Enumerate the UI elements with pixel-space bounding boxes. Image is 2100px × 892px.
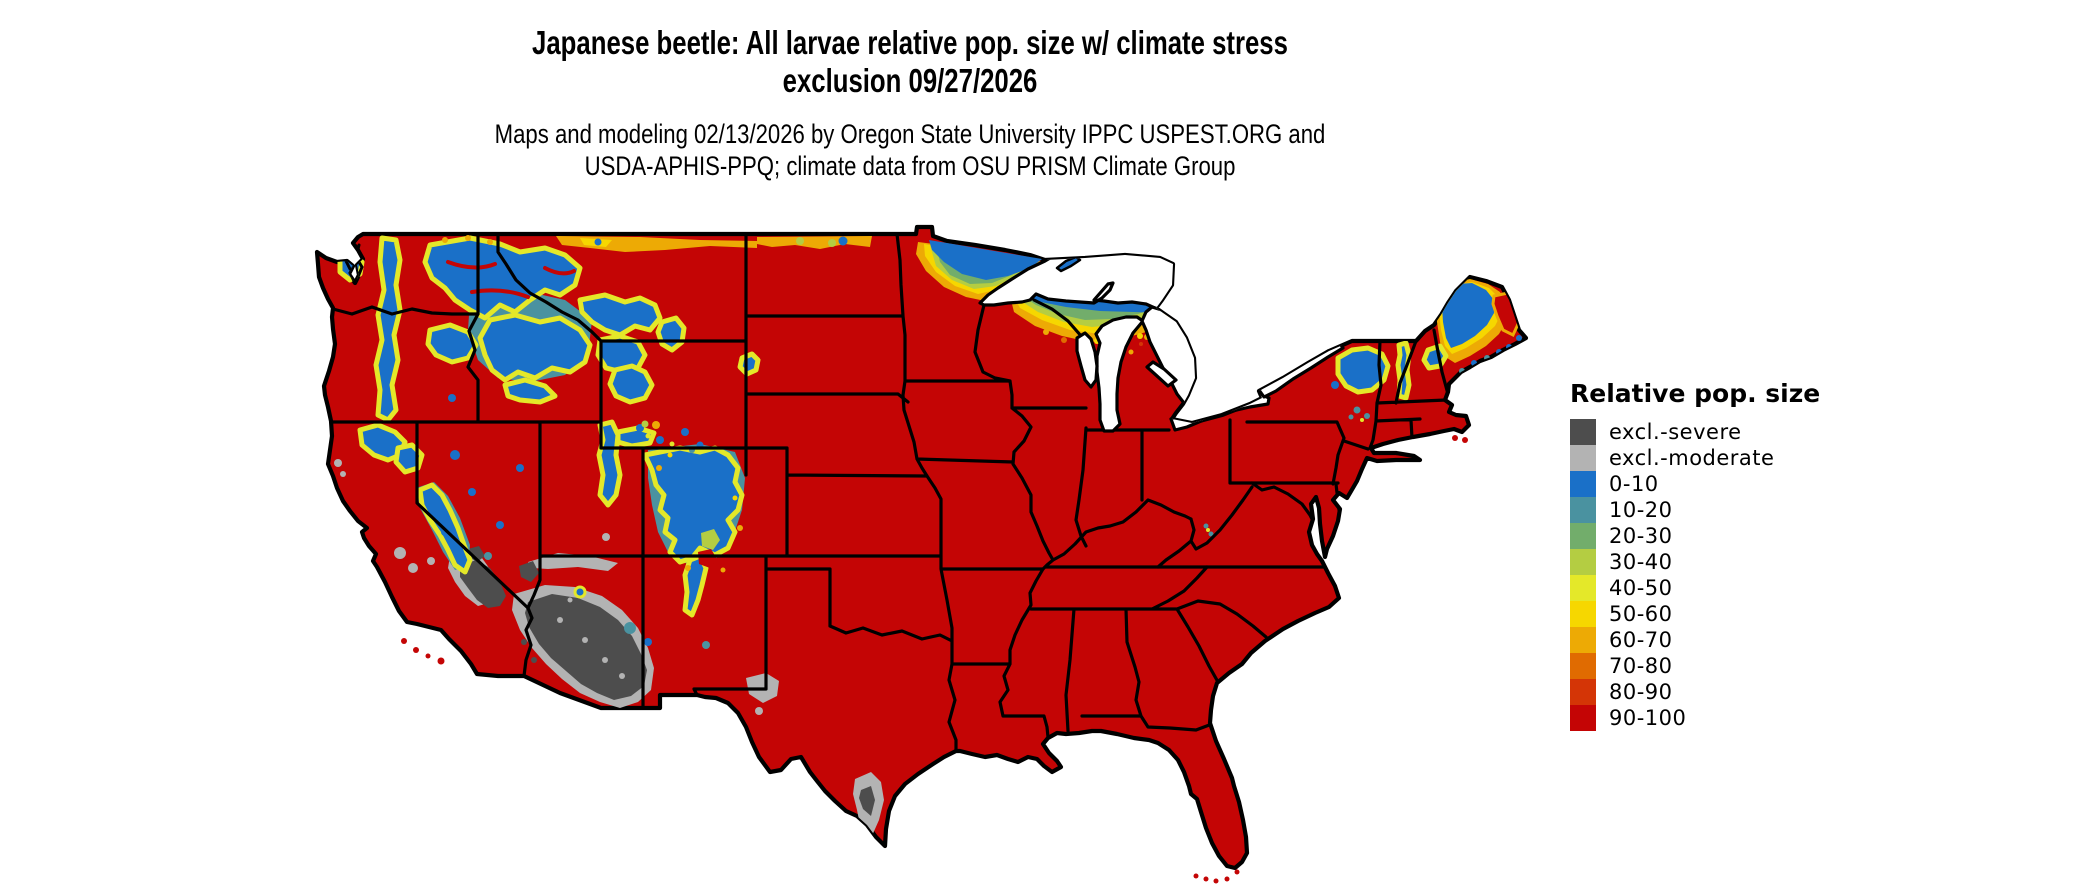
legend-label: excl.-moderate	[1609, 446, 1775, 470]
legend-item-40-50: 40-50	[1570, 575, 1820, 601]
legend-swatch	[1570, 497, 1596, 523]
legend-item-excl-moderate: excl.-moderate	[1570, 445, 1820, 471]
legend-swatch	[1570, 575, 1596, 601]
legend-title: Relative pop. size	[1570, 379, 1821, 408]
legend-label: 40-50	[1609, 576, 1673, 600]
legend-swatch	[1570, 679, 1596, 705]
exclusion-zones	[334, 459, 884, 838]
map-subtitle-line1: Maps and modeling 02/13/2026 by Oregon S…	[494, 119, 1326, 149]
legend-item-10-20: 10-20	[1570, 497, 1820, 523]
lake-michigan	[1094, 315, 1145, 433]
legend-label: 80-90	[1609, 680, 1673, 704]
legend-label: 10-20	[1609, 498, 1673, 522]
saginaw-bay	[1145, 360, 1178, 388]
legend-label: excl.-severe	[1609, 420, 1742, 444]
legend-label: 90-100	[1609, 706, 1687, 730]
map-title-line1: Japanese beetle: All larvae relative pop…	[532, 24, 1288, 61]
legend-swatch	[1570, 601, 1596, 627]
legend-item-90-100: 90-100	[1570, 705, 1820, 731]
legend-label: 30-40	[1609, 550, 1673, 574]
legend-item-60-70: 60-70	[1570, 627, 1820, 653]
legend-swatch	[1570, 445, 1596, 471]
isle-royale	[1055, 255, 1082, 273]
legend-swatch	[1570, 549, 1596, 575]
legend-swatch	[1570, 419, 1596, 445]
green-bay	[1075, 331, 1099, 389]
legend-item-20-30: 20-30	[1570, 523, 1820, 549]
legend: Relative pop. size excl.-severe excl.-mo…	[1570, 380, 1820, 731]
fringe-accents	[442, 235, 1163, 573]
state-borders	[326, 232, 1450, 753]
legend-item-50-60: 50-60	[1570, 601, 1820, 627]
legend-label: 50-60	[1609, 602, 1673, 626]
legend-item-30-40: 30-40	[1570, 549, 1820, 575]
legend-item-0-10: 0-10	[1570, 471, 1820, 497]
map-subtitle: Maps and modeling 02/13/2026 by Oregon S…	[160, 118, 1660, 182]
legend-swatch	[1570, 471, 1596, 497]
legend-label: 20-30	[1609, 524, 1673, 548]
legend-swatch	[1570, 653, 1596, 679]
legend-swatch	[1570, 627, 1596, 653]
legend-label: 70-80	[1609, 654, 1673, 678]
cold-fringe-layers	[556, 236, 1522, 374]
legend-swatch	[1570, 523, 1596, 549]
cold-specks	[441, 381, 1370, 649]
legend-item-80-90: 80-90	[1570, 679, 1820, 705]
legend-swatch	[1570, 705, 1596, 731]
map-title-line2: exclusion 09/27/2026	[782, 62, 1038, 99]
offshore-islands	[401, 435, 1468, 884]
map-subtitle-line2: USDA-APHIS-PPQ; climate data from OSU PR…	[584, 151, 1236, 181]
legend-item-excl-severe: excl.-severe	[1570, 419, 1820, 445]
legend-item-70-80: 70-80	[1570, 653, 1820, 679]
map-title: Japanese beetle: All larvae relative pop…	[160, 24, 1660, 100]
legend-label: 0-10	[1609, 472, 1659, 496]
legend-label: 60-70	[1609, 628, 1673, 652]
